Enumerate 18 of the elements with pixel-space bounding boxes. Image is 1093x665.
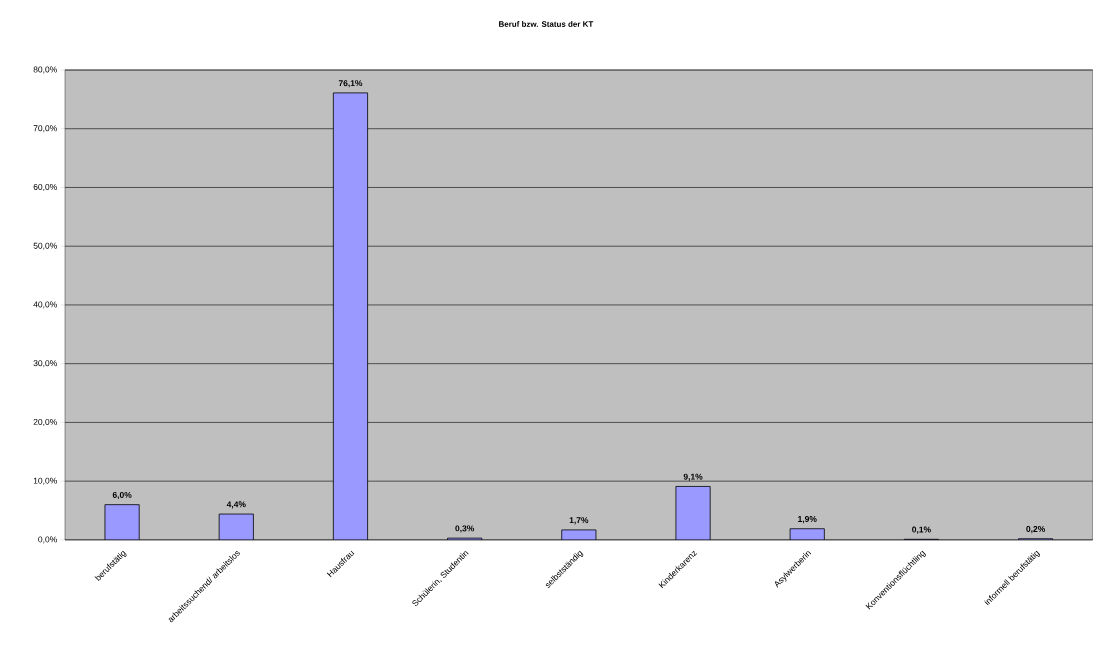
y-tick-label: 20,0% xyxy=(33,418,57,426)
data-label: 0,2% xyxy=(1026,526,1046,534)
data-label: 1,9% xyxy=(798,516,817,524)
y-tick-label: 60,0% xyxy=(33,184,57,192)
y-tick-label: 30,0% xyxy=(33,360,57,368)
y-tick-label: 10,0% xyxy=(33,477,57,485)
data-label: 6,0% xyxy=(112,491,132,500)
y-tick-label: 40,0% xyxy=(33,301,57,309)
data-label: 0,3% xyxy=(455,525,475,533)
data-label: 76,1% xyxy=(338,80,363,88)
y-tick-label: 0,0% xyxy=(38,536,57,544)
data-label: 4,4% xyxy=(226,501,246,509)
y-tick-label: 50,0% xyxy=(33,242,57,250)
y-tick-label: 70,0% xyxy=(33,125,57,133)
data-label: 0,1% xyxy=(912,526,931,534)
data-label: 9,1% xyxy=(683,473,703,481)
data-label: 1,7% xyxy=(569,517,589,525)
y-tick-label: 80,0% xyxy=(33,66,57,74)
